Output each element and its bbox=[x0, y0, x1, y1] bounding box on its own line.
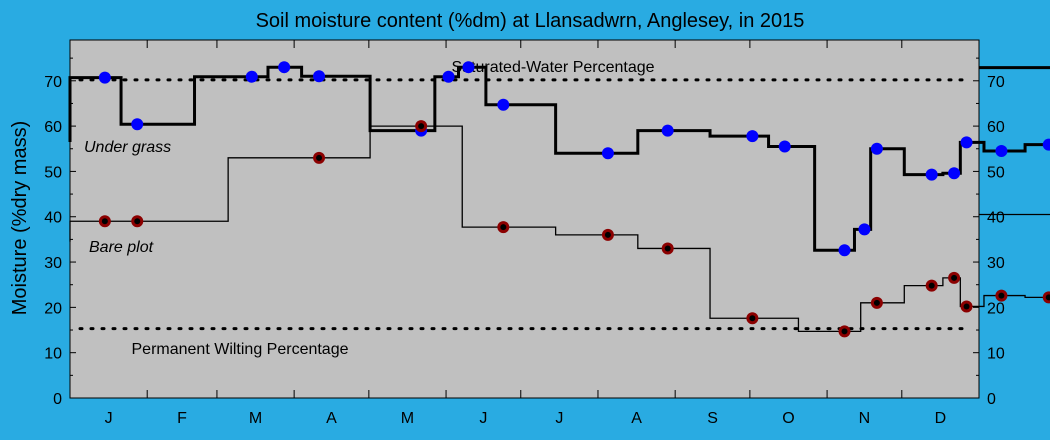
bare-plot-point-center bbox=[1045, 294, 1050, 301]
bare-plot-label: Bare plot bbox=[89, 239, 154, 256]
bare-plot-point-center bbox=[749, 315, 756, 322]
y-tick-label-left: 20 bbox=[44, 300, 62, 317]
bare-plot-point-center bbox=[101, 218, 108, 225]
bare-plot-point-center bbox=[873, 299, 880, 306]
under-grass-point bbox=[442, 70, 455, 83]
y-tick-label-right: 40 bbox=[987, 210, 1005, 227]
y-tick-label-left: 70 bbox=[44, 74, 62, 91]
under-grass-point bbox=[960, 136, 973, 149]
under-grass-point bbox=[278, 61, 291, 74]
bare-plot-point-center bbox=[316, 154, 323, 161]
bare-plot-step-line bbox=[69, 125, 1050, 333]
y-tick-label-right: 10 bbox=[987, 346, 1005, 363]
bare-plot-point-center bbox=[500, 224, 507, 231]
bare-plot-point-center bbox=[963, 303, 970, 310]
bare-plot-point-center bbox=[841, 328, 848, 335]
month-label: J bbox=[479, 410, 487, 427]
month-label: M bbox=[249, 410, 262, 427]
month-label: M bbox=[401, 410, 414, 427]
under-grass-point bbox=[838, 244, 851, 257]
saturated-water-label: Saturated-Water Percentage bbox=[451, 59, 654, 76]
y-tick-label-right: 50 bbox=[987, 164, 1005, 181]
bare-plot-point-center bbox=[998, 292, 1005, 299]
under-grass-point bbox=[925, 168, 938, 181]
y-tick-label-right: 70 bbox=[987, 74, 1005, 91]
chart-title: Soil moisture content (%dm) at Llansadwr… bbox=[256, 10, 805, 32]
month-label: S bbox=[707, 410, 718, 427]
y-tick-label-left: 60 bbox=[44, 119, 62, 136]
y-axis-label: Moisture (%dry mass) bbox=[9, 121, 31, 315]
y-tick-label-right: 60 bbox=[987, 119, 1005, 136]
y-tick-label-left: 10 bbox=[44, 346, 62, 363]
month-label: J bbox=[105, 410, 113, 427]
y-tick-label-left: 50 bbox=[44, 164, 62, 181]
y-tick-label-left: 0 bbox=[53, 391, 62, 408]
axes-group: 0 0 10 10 20 20 30 30 40 40 50 50 60 60 70 70 J F M A M J J A S O… bbox=[44, 40, 1005, 427]
month-label: A bbox=[326, 410, 337, 427]
under-grass-point bbox=[313, 70, 326, 83]
permanent-wilting-label: Permanent Wilting Percentage bbox=[132, 341, 349, 358]
month-label: J bbox=[555, 410, 563, 427]
bare-plot-point-center bbox=[951, 274, 958, 281]
y-tick-label-left: 40 bbox=[44, 210, 62, 227]
under-grass-point bbox=[1042, 138, 1050, 151]
under-grass-point bbox=[995, 145, 1008, 158]
month-label: A bbox=[631, 410, 642, 427]
month-label: O bbox=[782, 410, 794, 427]
under-grass-point bbox=[245, 70, 258, 83]
y-tick-label-right: 30 bbox=[987, 255, 1005, 272]
under-grass-point bbox=[948, 167, 961, 180]
under-grass-label: Under grass bbox=[84, 139, 171, 156]
under-grass-step-line bbox=[68, 65, 1050, 252]
under-grass-point bbox=[870, 142, 883, 155]
under-grass-point bbox=[858, 223, 871, 236]
y-tick-label-left: 30 bbox=[44, 255, 62, 272]
marks-group bbox=[68, 61, 1050, 338]
bare-plot-point-center bbox=[664, 245, 671, 252]
y-tick-label-right: 0 bbox=[987, 391, 996, 408]
under-grass-point bbox=[661, 124, 674, 137]
plot-area bbox=[69, 39, 980, 399]
under-grass-point bbox=[98, 71, 111, 84]
month-label: D bbox=[935, 410, 947, 427]
under-grass-point bbox=[778, 140, 791, 153]
under-grass-point bbox=[497, 98, 510, 111]
under-grass-point bbox=[746, 130, 759, 143]
bare-plot-point-center bbox=[604, 231, 611, 238]
month-label: F bbox=[177, 410, 187, 427]
bare-plot-point-center bbox=[928, 282, 935, 289]
under-grass-point bbox=[131, 118, 144, 131]
month-label: N bbox=[859, 410, 871, 427]
under-grass-point bbox=[601, 147, 614, 160]
y-tick-label-right: 20 bbox=[987, 300, 1005, 317]
under-grass-point bbox=[462, 61, 475, 74]
bare-plot-point-center bbox=[134, 218, 141, 225]
bare-plot-point-center bbox=[418, 123, 425, 130]
